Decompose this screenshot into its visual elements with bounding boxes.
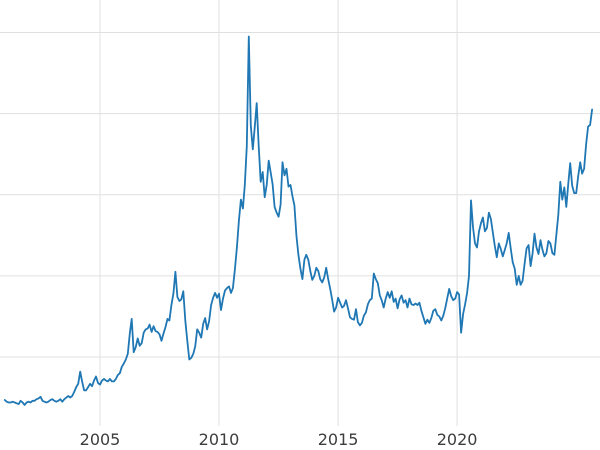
x-tick-label: 2005 — [80, 430, 121, 449]
x-tick-label: 2020 — [437, 430, 478, 449]
x-tick-label: 2010 — [199, 430, 240, 449]
price-series-line — [3, 35, 593, 406]
x-tick-label: 2015 — [318, 430, 359, 449]
